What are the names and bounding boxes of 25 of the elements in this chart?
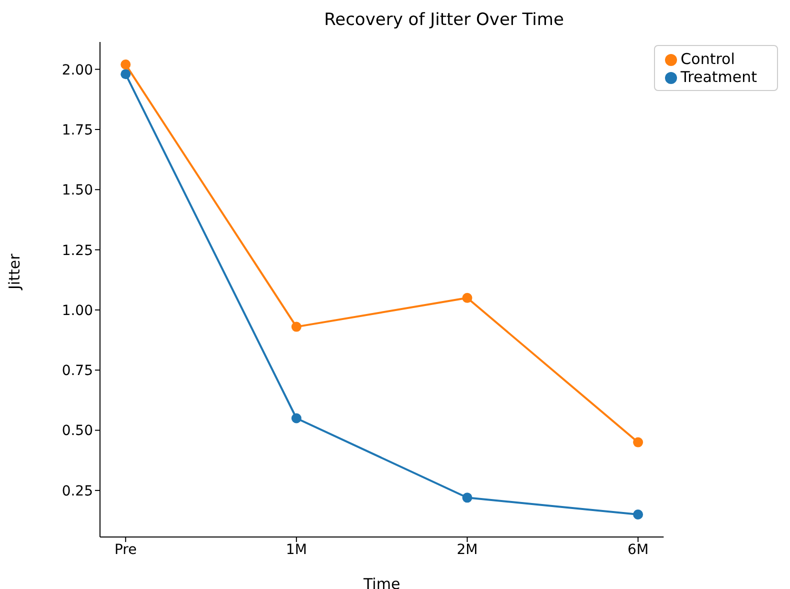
point <box>291 322 302 332</box>
y-axis-title: Jitter <box>5 252 24 290</box>
x-tick-label: 1M <box>286 542 307 558</box>
point <box>462 492 472 503</box>
x-tick-label: 2M <box>456 542 478 558</box>
y-tick-label: 2.00 <box>62 62 93 78</box>
y-tick-label: 1.50 <box>62 182 93 199</box>
y-tick-label: 0.50 <box>62 423 93 440</box>
y-tick-label: 0.75 <box>62 363 93 380</box>
point <box>120 60 131 70</box>
point <box>633 510 644 520</box>
y-tick-label: 1.75 <box>62 122 93 138</box>
y-tick-label: 0.25 <box>62 483 93 500</box>
y-tick-label: 1.00 <box>62 302 93 319</box>
y-tick-label: 1.25 <box>62 242 93 259</box>
x-tick-label: Pre <box>114 542 137 558</box>
point <box>120 69 131 80</box>
point <box>462 292 472 303</box>
point <box>291 413 302 424</box>
x-axis-title: Time <box>362 575 400 589</box>
legend-label: Treatment <box>680 68 757 86</box>
x-tick-label: 6M <box>628 542 649 558</box>
chart-title: Recovery of Jitter Over Time <box>323 10 565 30</box>
legend-label: Control <box>680 50 735 68</box>
point <box>633 437 644 448</box>
